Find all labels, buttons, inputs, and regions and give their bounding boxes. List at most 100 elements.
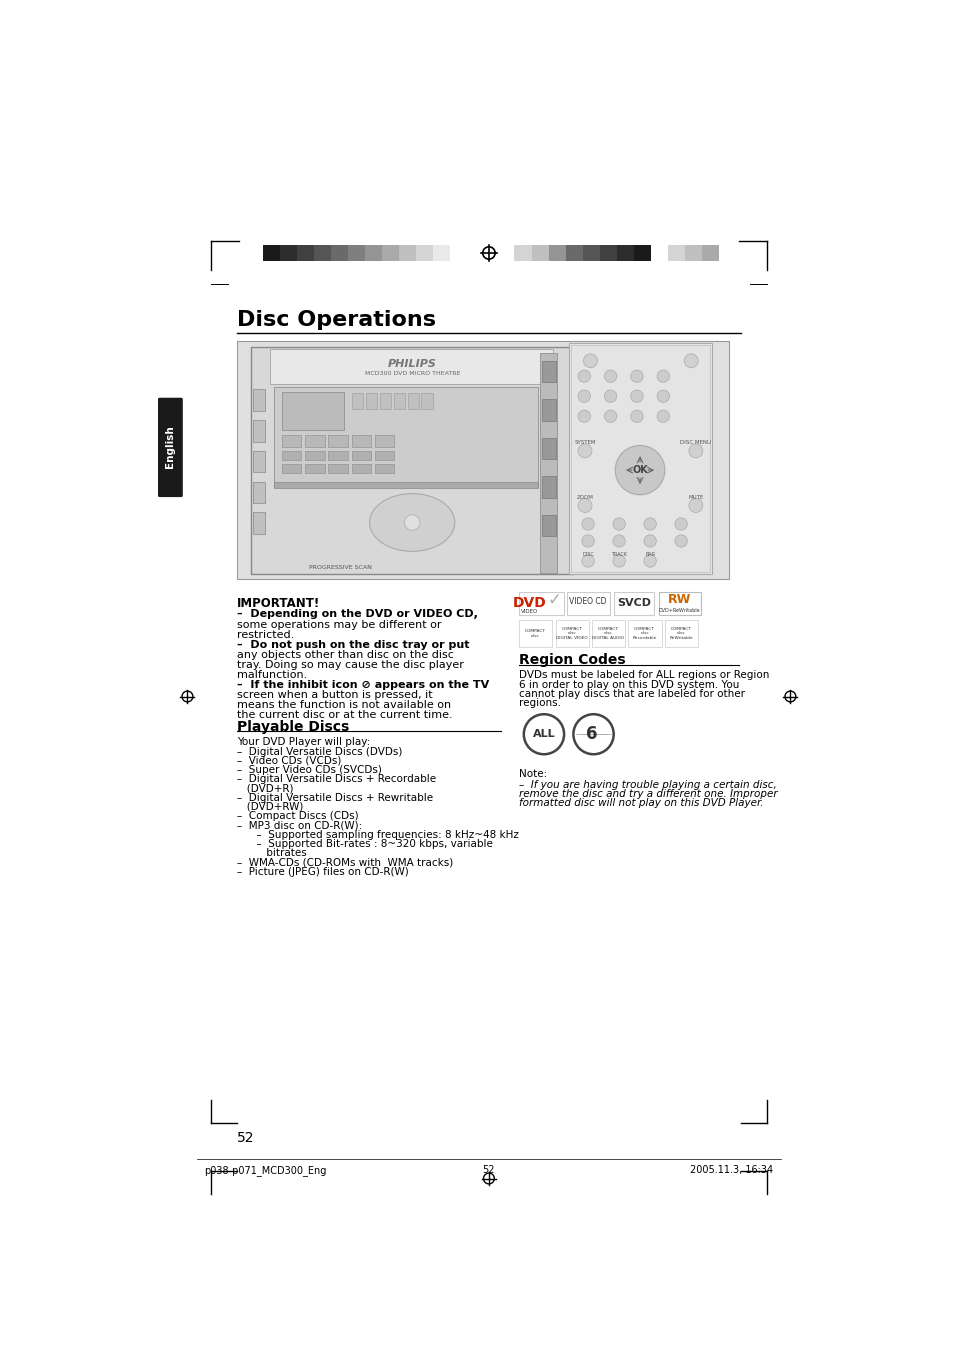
- Text: any objects other than disc on the disc: any objects other than disc on the disc: [236, 650, 454, 659]
- Text: 2005.11.3, 16:34: 2005.11.3, 16:34: [690, 1165, 773, 1174]
- Bar: [274, 482, 537, 488]
- Text: 6 in order to play on this DVD system. You: 6 in order to play on this DVD system. Y…: [518, 680, 739, 689]
- Circle shape: [630, 390, 642, 403]
- Circle shape: [604, 390, 617, 403]
- Circle shape: [612, 535, 624, 547]
- Bar: [352, 393, 363, 408]
- Text: Disc Operations: Disc Operations: [236, 309, 436, 330]
- Text: DVD+ReWritable: DVD+ReWritable: [659, 608, 700, 613]
- Circle shape: [674, 517, 686, 530]
- Text: screen when a button is pressed, it: screen when a button is pressed, it: [236, 689, 433, 700]
- Bar: [251, 347, 572, 574]
- Bar: [617, 245, 633, 262]
- Bar: [518, 592, 563, 615]
- Text: –  If the inhibit icon ⊘ appears on the TV: – If the inhibit icon ⊘ appears on the T…: [236, 680, 489, 689]
- Text: remove the disc and try a different one. Improper: remove the disc and try a different one.…: [518, 789, 777, 798]
- Bar: [555, 620, 588, 647]
- Bar: [541, 438, 555, 459]
- Text: ✓: ✓: [547, 590, 561, 608]
- Circle shape: [643, 517, 656, 530]
- Text: –  MP3 disc on CD-R(W):: – MP3 disc on CD-R(W):: [236, 820, 362, 831]
- Circle shape: [630, 370, 642, 382]
- Circle shape: [583, 354, 597, 367]
- Bar: [282, 392, 344, 430]
- Text: p038-p071_MCD300_Eng: p038-p071_MCD300_Eng: [204, 1165, 327, 1175]
- Text: Playable Discs: Playable Discs: [236, 720, 349, 734]
- Bar: [352, 451, 371, 461]
- Circle shape: [674, 535, 686, 547]
- Text: ALL: ALL: [532, 730, 555, 739]
- Text: tray. Doing so may cause the disc player: tray. Doing so may cause the disc player: [236, 659, 463, 670]
- Circle shape: [688, 499, 702, 512]
- Bar: [328, 435, 348, 447]
- Text: PHILIPS: PHILIPS: [387, 359, 436, 369]
- Bar: [398, 245, 416, 262]
- Bar: [282, 435, 301, 447]
- Bar: [514, 245, 531, 262]
- Text: –  Supported sampling frequencies: 8 kHz~48 kHz: – Supported sampling frequencies: 8 kHz~…: [236, 830, 518, 840]
- Bar: [531, 245, 548, 262]
- Circle shape: [683, 354, 698, 367]
- Bar: [541, 400, 555, 422]
- Circle shape: [657, 411, 669, 423]
- Text: English: English: [165, 426, 175, 469]
- Text: –  Video CDs (VCDs): – Video CDs (VCDs): [236, 755, 341, 766]
- Text: ZOOM: ZOOM: [576, 494, 593, 500]
- Bar: [539, 353, 557, 573]
- Bar: [416, 245, 433, 262]
- Text: 52: 52: [482, 1165, 495, 1174]
- Bar: [548, 245, 565, 262]
- Bar: [282, 463, 301, 473]
- Bar: [331, 245, 348, 262]
- Circle shape: [604, 370, 617, 382]
- Circle shape: [643, 555, 656, 567]
- Text: restricted.: restricted.: [236, 630, 294, 639]
- Text: RW: RW: [667, 593, 691, 607]
- Bar: [282, 451, 301, 461]
- Text: (DVD+R): (DVD+R): [236, 784, 294, 793]
- Bar: [365, 393, 377, 408]
- Bar: [571, 346, 709, 571]
- Circle shape: [578, 411, 590, 423]
- Text: COMPACT
disc
DIGITAL AUDIO: COMPACT disc DIGITAL AUDIO: [592, 627, 623, 640]
- Text: bitrates: bitrates: [236, 848, 307, 858]
- Bar: [375, 435, 394, 447]
- Text: –  Digital Versatile Discs + Rewritable: – Digital Versatile Discs + Rewritable: [236, 793, 433, 802]
- Bar: [667, 245, 684, 262]
- Bar: [628, 620, 661, 647]
- Bar: [518, 620, 552, 647]
- Text: cannot play discs that are labeled for other: cannot play discs that are labeled for o…: [518, 689, 744, 698]
- Bar: [592, 620, 624, 647]
- Bar: [684, 245, 701, 262]
- Circle shape: [404, 515, 419, 530]
- Circle shape: [523, 715, 563, 754]
- Text: COMPACT
disc
Recordable: COMPACT disc Recordable: [632, 627, 657, 640]
- Text: –  Do not push on the disc tray or put: – Do not push on the disc tray or put: [236, 639, 469, 650]
- Bar: [328, 463, 348, 473]
- Text: COMPACT
disc
ReWritable: COMPACT disc ReWritable: [669, 627, 692, 640]
- Text: –  Compact Discs (CDs): – Compact Discs (CDs): [236, 811, 358, 821]
- Text: DISC MENU: DISC MENU: [679, 440, 711, 444]
- Text: –  Super Video CDs (SVCDs): – Super Video CDs (SVCDs): [236, 765, 381, 775]
- Circle shape: [578, 444, 592, 458]
- Bar: [568, 343, 711, 574]
- Text: –  Digital Versatile Discs + Recordable: – Digital Versatile Discs + Recordable: [236, 774, 436, 785]
- Circle shape: [581, 517, 594, 530]
- Bar: [262, 245, 279, 262]
- Bar: [599, 245, 617, 262]
- Bar: [613, 592, 654, 615]
- Text: DVDs must be labeled for ALL regions or Region: DVDs must be labeled for ALL regions or …: [518, 670, 769, 681]
- Circle shape: [578, 499, 592, 512]
- Circle shape: [573, 715, 613, 754]
- Text: –  If you are having trouble playing a certain disc,: – If you are having trouble playing a ce…: [518, 780, 776, 790]
- Circle shape: [612, 517, 624, 530]
- Bar: [274, 386, 537, 488]
- Bar: [352, 463, 371, 473]
- Text: 52: 52: [236, 1131, 254, 1144]
- Text: the current disc or at the current time.: the current disc or at the current time.: [236, 709, 453, 720]
- Text: means the function is not available on: means the function is not available on: [236, 700, 451, 709]
- Text: COMPACT
disc
DIGITAL VIDEO: COMPACT disc DIGITAL VIDEO: [556, 627, 587, 640]
- Text: –  WMA-CDs (CD-ROMs with  WMA tracks): – WMA-CDs (CD-ROMs with WMA tracks): [236, 858, 453, 867]
- Text: formatted disc will not play on this DVD Player.: formatted disc will not play on this DVD…: [518, 798, 762, 808]
- Bar: [407, 393, 418, 408]
